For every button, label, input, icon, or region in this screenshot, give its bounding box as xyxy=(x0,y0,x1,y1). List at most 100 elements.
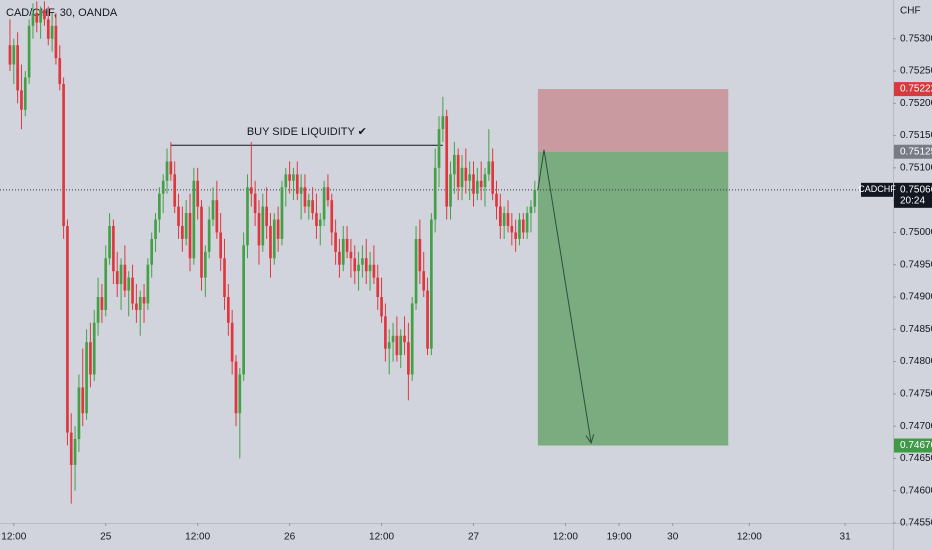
y-tick-label: 0.75300 xyxy=(900,33,932,44)
last-price-bg xyxy=(894,182,932,208)
candle-body xyxy=(77,387,81,440)
candle-body xyxy=(292,174,295,181)
candle-body xyxy=(146,264,150,304)
candle-body xyxy=(510,225,514,233)
candle-body xyxy=(380,297,383,317)
candle-body xyxy=(66,225,69,433)
candle-body xyxy=(322,187,326,220)
currency-label: CHF xyxy=(900,6,921,17)
candle-body xyxy=(349,251,353,259)
candle-body xyxy=(361,258,364,265)
x-tick-label: 27 xyxy=(468,532,480,543)
candle-body xyxy=(453,154,456,175)
candle-body xyxy=(525,213,529,233)
candle-body xyxy=(326,187,330,201)
candle-body xyxy=(165,161,169,181)
candle-body xyxy=(35,12,39,23)
candle-body xyxy=(357,264,360,272)
candle-body xyxy=(284,174,288,188)
candle-body xyxy=(43,9,46,20)
candle-body xyxy=(108,225,111,259)
candle-body xyxy=(449,174,452,207)
liquidity-label: BUY SIDE LIQUIDITY ✔ xyxy=(247,126,367,138)
x-tick-label: 31 xyxy=(840,532,852,543)
candle-body xyxy=(177,206,180,226)
candle-body xyxy=(234,361,238,414)
candle-body xyxy=(472,174,475,194)
candle-body xyxy=(203,251,207,278)
candle-body xyxy=(219,232,223,259)
candle-body xyxy=(127,277,131,291)
candle-body xyxy=(230,322,234,362)
candle-body xyxy=(31,12,35,26)
candle-body xyxy=(418,238,422,272)
candle-body xyxy=(407,342,410,375)
candle-body xyxy=(387,342,391,349)
candle-body xyxy=(200,206,203,278)
candle-body xyxy=(334,232,337,252)
candle-body xyxy=(265,206,268,226)
entry-price-label-bg xyxy=(894,144,932,159)
candle-body xyxy=(315,213,318,226)
candle-body xyxy=(269,225,272,259)
candle-body xyxy=(330,200,334,233)
candle-body xyxy=(376,277,380,298)
candle-body xyxy=(364,258,368,272)
candle-body xyxy=(135,303,138,310)
x-tick-label: 12:00 xyxy=(369,532,394,543)
candle-body xyxy=(479,180,483,188)
candle-body xyxy=(384,316,387,349)
candle-body xyxy=(238,374,242,414)
candle-body xyxy=(253,193,257,214)
candle-body xyxy=(498,206,502,226)
candle-body xyxy=(257,213,261,246)
projection-arrow xyxy=(537,149,592,444)
candle-body xyxy=(468,174,472,181)
candle-body xyxy=(391,335,395,343)
target-zone xyxy=(537,151,729,446)
candle-body xyxy=(395,335,399,356)
candle-body xyxy=(372,264,376,278)
candle-body xyxy=(403,335,406,343)
candle-body xyxy=(211,200,215,220)
stop-price-label-bg xyxy=(894,82,932,97)
candle-body xyxy=(161,180,165,194)
candle-body xyxy=(104,258,108,310)
candle-body xyxy=(119,264,123,285)
candle-body xyxy=(184,213,188,239)
candle-body xyxy=(131,277,134,304)
candle-body xyxy=(50,25,54,39)
candle-body xyxy=(246,187,249,246)
candle-body xyxy=(441,116,445,130)
candle-body xyxy=(215,200,219,233)
candle-body xyxy=(495,193,498,207)
candle-body xyxy=(138,297,142,310)
candle-body xyxy=(433,167,437,220)
candle-body xyxy=(514,232,517,239)
candle-body xyxy=(20,90,23,110)
candle-body xyxy=(464,167,468,181)
candle-body xyxy=(521,219,525,233)
candle-body xyxy=(338,251,341,265)
candle-body xyxy=(280,187,284,239)
stop-price-label: 0.75222 xyxy=(900,84,932,95)
candle-body xyxy=(142,297,146,304)
candle-body xyxy=(303,187,307,207)
candle-body xyxy=(460,167,464,188)
candle-body xyxy=(533,189,537,207)
candle-body xyxy=(272,219,276,259)
symbol-label: CADCHF xyxy=(858,184,896,194)
